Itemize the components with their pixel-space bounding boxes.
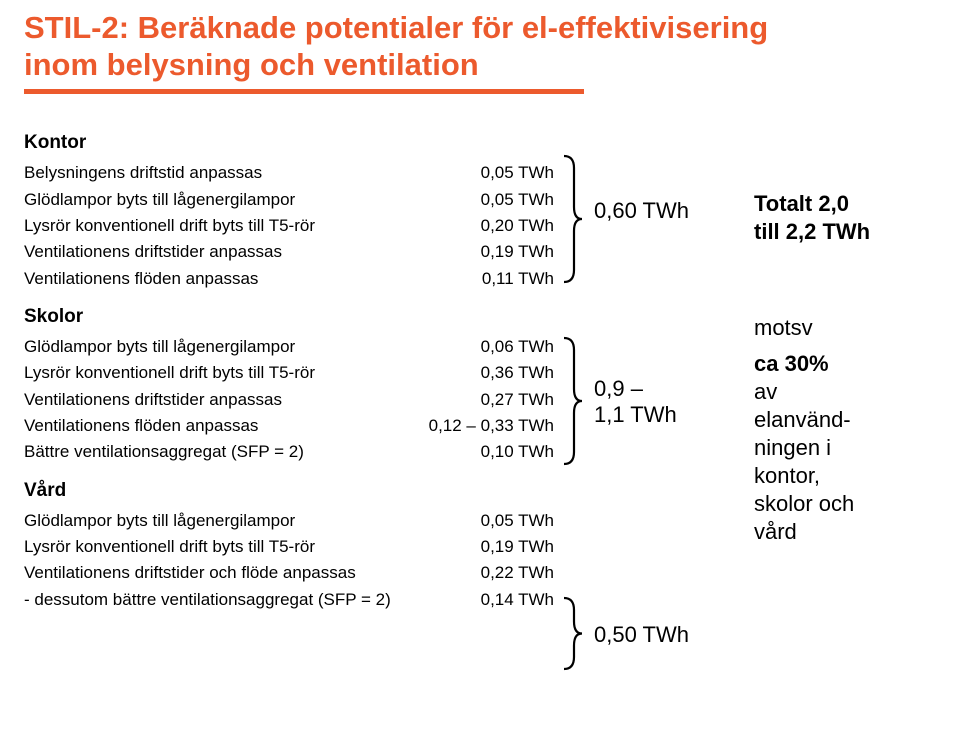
row-label: Glödlampor byts till lågenergilampor — [24, 508, 419, 534]
row-label: Lysrör konventionell drift byts till T5-… — [24, 360, 419, 386]
summary-text: av — [754, 378, 777, 406]
summary-text: Totalt 2,0 — [754, 190, 849, 218]
table-row: Ventilationens driftstider anpassas0,27 … — [24, 387, 554, 413]
row-label: Glödlampor byts till lågenergilampor — [24, 334, 419, 360]
row-value: 0,27 TWh — [419, 387, 554, 413]
title-line-2: inom belysning och ventilation — [24, 47, 479, 82]
table-row: Ventilationens driftstider anpassas0,19 … — [24, 239, 554, 265]
section-heading: Vård — [24, 480, 554, 502]
summary-text: ca 30% — [754, 350, 829, 378]
title-underline — [24, 89, 584, 94]
summary-text: motsv — [754, 314, 813, 342]
table-row: Glödlampor byts till lågenergilampor0,06… — [24, 334, 554, 360]
row-value: 0,06 TWh — [419, 334, 554, 360]
summary-text: till 2,2 TWh — [754, 218, 870, 246]
row-label: Ventilationens driftstider anpassas — [24, 239, 419, 265]
summary-text: elanvänd- — [754, 406, 851, 434]
row-label: Bättre ventilationsaggregat (SFP = 2) — [24, 439, 419, 465]
table-row: - dessutom bättre ventilationsaggregat (… — [24, 587, 554, 613]
row-label: Ventilationens driftstider anpassas — [24, 387, 419, 413]
curly-brace-icon — [560, 336, 586, 466]
curly-brace-icon — [560, 154, 586, 284]
table-row: Glödlampor byts till lågenergilampor0,05… — [24, 187, 554, 213]
row-value: 0,12 – 0,33 TWh — [419, 413, 554, 439]
row-value: 0,20 TWh — [419, 213, 554, 239]
table-row: Lysrör konventionell drift byts till T5-… — [24, 360, 554, 386]
section-heading: Skolor — [24, 306, 554, 328]
row-label: Ventilationens driftstider och flöde anp… — [24, 560, 419, 586]
row-label: Belysningens driftstid anpassas — [24, 160, 419, 186]
row-value: 0,11 TWh — [419, 266, 554, 292]
row-value: 0,05 TWh — [419, 508, 554, 534]
summary-text: ningen i — [754, 434, 831, 462]
row-value: 0,14 TWh — [419, 587, 554, 613]
summary-text: kontor, — [754, 462, 820, 490]
row-value: 0,19 TWh — [419, 239, 554, 265]
table-row: Ventilationens flöden anpassas0,11 TWh — [24, 266, 554, 292]
curly-brace-icon — [560, 596, 586, 671]
row-label: Glödlampor byts till lågenergilampor — [24, 187, 419, 213]
row-label: Ventilationens flöden anpassas — [24, 413, 419, 439]
row-value: 0,36 TWh — [419, 360, 554, 386]
row-label: Ventilationens flöden anpassas — [24, 266, 419, 292]
data-table: KontorBelysningens driftstid anpassas0,0… — [24, 118, 554, 613]
row-value: 0,05 TWh — [419, 187, 554, 213]
table-row: Lysrör konventionell drift byts till T5-… — [24, 213, 554, 239]
summary-column: Totalt 2,0till 2,2 TWh motsv ca 30%avelanv… — [754, 118, 924, 678]
table-row: Bättre ventilationsaggregat (SFP = 2)0,1… — [24, 439, 554, 465]
summary-text: skolor och — [754, 490, 854, 518]
table-row: Lysrör konventionell drift byts till T5-… — [24, 534, 554, 560]
row-value: 0,22 TWh — [419, 560, 554, 586]
section-heading: Kontor — [24, 132, 554, 154]
brace-label: 0,50 TWh — [594, 622, 689, 648]
table-row: Ventilationens flöden anpassas0,12 – 0,3… — [24, 413, 554, 439]
brace-label: 0,60 TWh — [594, 198, 689, 224]
row-value: 0,10 TWh — [419, 439, 554, 465]
page-title: STIL-2: Beräknade potentialer för el-eff… — [24, 10, 936, 83]
table-row: Belysningens driftstid anpassas0,05 TWh — [24, 160, 554, 186]
table-row: Ventilationens driftstider och flöde anp… — [24, 560, 554, 586]
row-label: Lysrör konventionell drift byts till T5-… — [24, 213, 419, 239]
summary-text: vård — [754, 518, 797, 546]
row-value: 0,19 TWh — [419, 534, 554, 560]
row-label: Lysrör konventionell drift byts till T5-… — [24, 534, 419, 560]
brace-label: 0,9 –1,1 TWh — [594, 376, 677, 428]
table-row: Glödlampor byts till lågenergilampor0,05… — [24, 508, 554, 534]
row-label: - dessutom bättre ventilationsaggregat (… — [24, 587, 419, 613]
row-value: 0,05 TWh — [419, 160, 554, 186]
title-line-1: STIL-2: Beräknade potentialer för el-eff… — [24, 10, 768, 45]
